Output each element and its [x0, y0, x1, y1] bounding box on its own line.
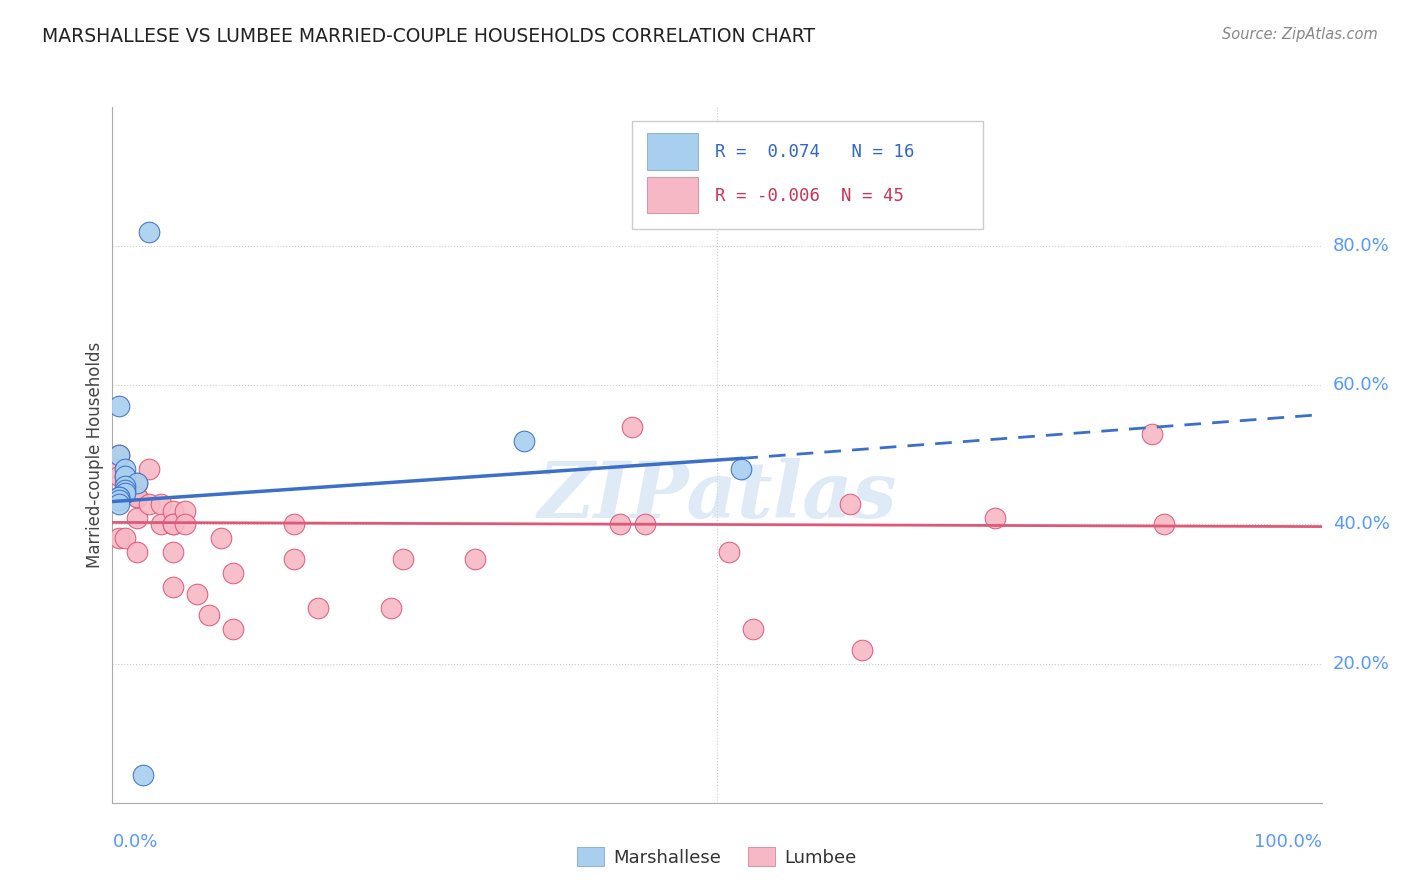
Point: [132, 768, 155, 782]
Point: [609, 517, 631, 532]
Point: [107, 448, 129, 462]
Point: [107, 490, 129, 504]
Point: [307, 601, 329, 615]
Point: [114, 483, 136, 497]
Text: MARSHALLESE VS LUMBEE MARRIED-COUPLE HOUSEHOLDS CORRELATION CHART: MARSHALLESE VS LUMBEE MARRIED-COUPLE HOU…: [42, 27, 815, 45]
Point: [125, 475, 148, 490]
Point: [107, 448, 129, 462]
Text: 40.0%: 40.0%: [1333, 516, 1389, 533]
Text: 80.0%: 80.0%: [1333, 237, 1389, 255]
Point: [125, 475, 148, 490]
Point: [125, 490, 148, 504]
Point: [851, 642, 873, 657]
Point: [1153, 517, 1175, 532]
Point: [730, 462, 752, 476]
Point: [186, 587, 208, 601]
Point: [742, 622, 765, 636]
Point: [107, 462, 129, 476]
Text: 20.0%: 20.0%: [1333, 655, 1389, 673]
Y-axis label: Married-couple Households: Married-couple Households: [86, 342, 104, 568]
Point: [107, 490, 129, 504]
Point: [114, 532, 136, 546]
Point: [222, 566, 245, 581]
Bar: [647, 134, 697, 169]
Point: [114, 479, 136, 493]
Point: [107, 497, 129, 511]
Point: [633, 517, 655, 532]
Point: [125, 490, 148, 504]
Point: [114, 468, 136, 483]
Point: [283, 552, 305, 566]
Point: [107, 493, 129, 508]
Point: [1142, 427, 1164, 442]
Point: [174, 503, 197, 517]
Point: [380, 601, 402, 615]
Point: [839, 497, 862, 511]
Point: [114, 475, 136, 490]
Point: [198, 607, 221, 622]
Point: [718, 545, 741, 559]
Point: [149, 497, 172, 511]
Point: [149, 517, 172, 532]
Point: [984, 510, 1007, 524]
Point: [114, 483, 136, 497]
Point: [114, 468, 136, 483]
Point: [162, 545, 184, 559]
Point: [125, 510, 148, 524]
Point: [222, 622, 245, 636]
Text: R = -0.006  N = 45: R = -0.006 N = 45: [714, 187, 904, 205]
Point: [464, 552, 486, 566]
Text: 60.0%: 60.0%: [1333, 376, 1389, 394]
Point: [162, 503, 184, 517]
Point: [174, 517, 197, 532]
Point: [107, 468, 129, 483]
Point: [162, 517, 184, 532]
Point: [125, 545, 148, 559]
Point: [391, 552, 413, 566]
Point: [162, 580, 184, 594]
Text: R =  0.074   N = 16: R = 0.074 N = 16: [714, 144, 914, 161]
Point: [209, 532, 232, 546]
Point: [283, 517, 305, 532]
Text: 0.0%: 0.0%: [112, 833, 157, 851]
Text: 100.0%: 100.0%: [1254, 833, 1322, 851]
Point: [107, 399, 129, 413]
Point: [138, 462, 160, 476]
Text: ZIPatlas: ZIPatlas: [537, 458, 897, 535]
Bar: [647, 178, 697, 213]
Point: [114, 486, 136, 500]
Point: [162, 517, 184, 532]
Point: [621, 420, 644, 434]
Point: [114, 462, 136, 476]
Point: [107, 532, 129, 546]
Text: Source: ZipAtlas.com: Source: ZipAtlas.com: [1222, 27, 1378, 42]
FancyBboxPatch shape: [633, 121, 983, 229]
Point: [138, 497, 160, 511]
Point: [512, 434, 534, 448]
Legend: Marshallese, Lumbee: Marshallese, Lumbee: [569, 840, 865, 874]
Point: [138, 225, 160, 239]
